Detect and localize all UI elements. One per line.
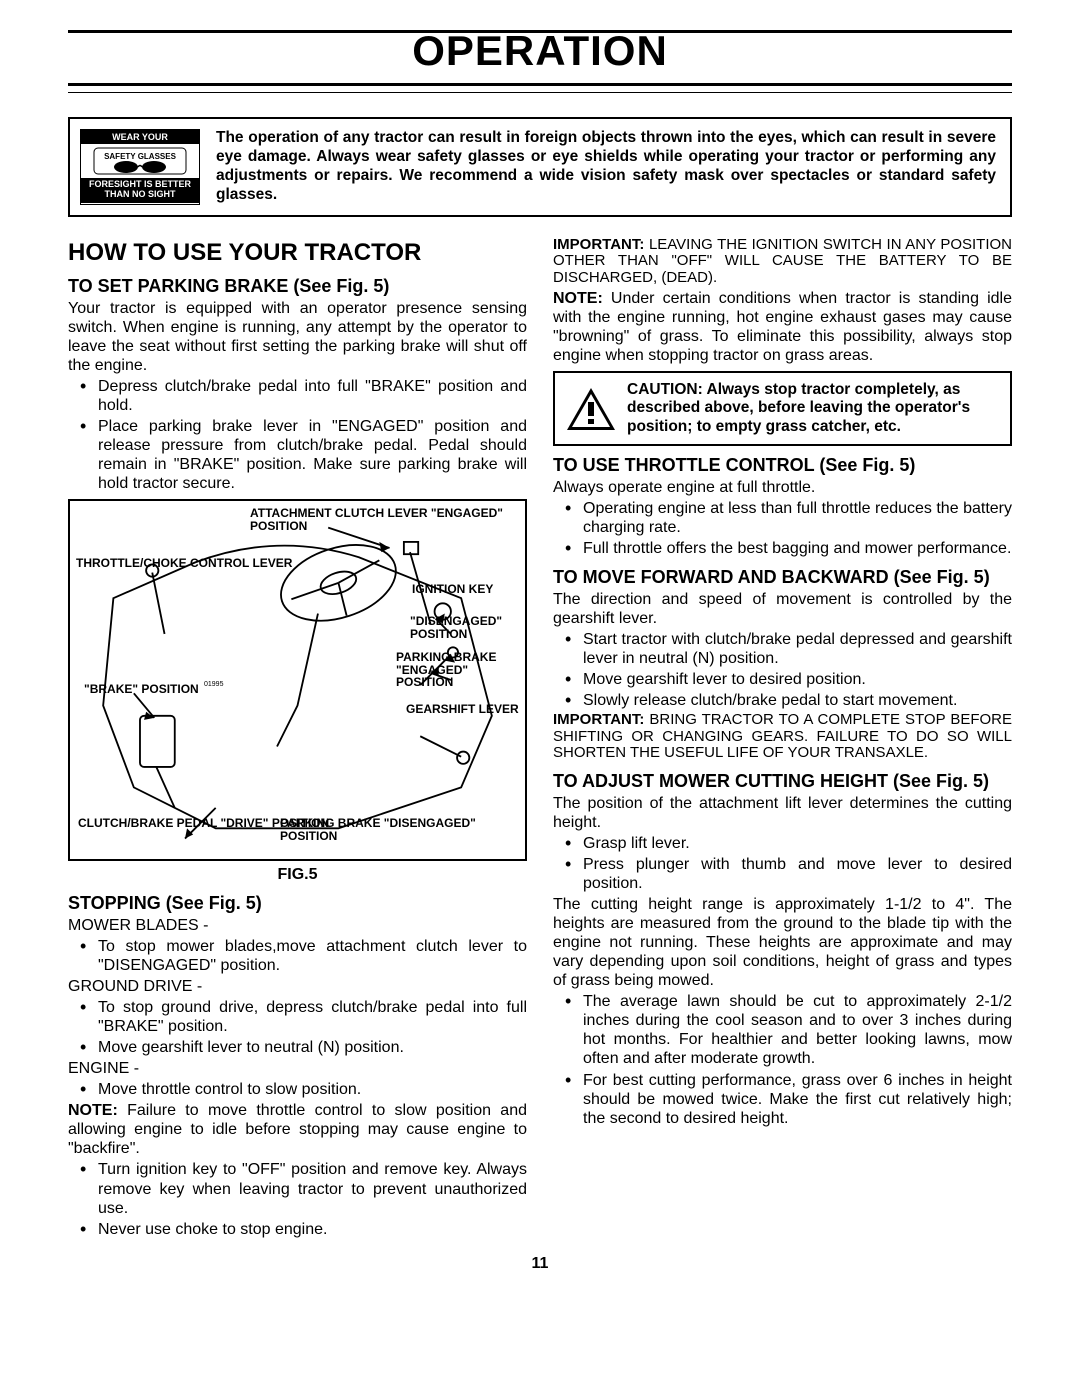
lbl-num: 01995	[204, 681, 223, 688]
cut-li2: Press plunger with thumb and move lever …	[553, 855, 1012, 893]
engine-li3: Never use choke to stop engine.	[68, 1220, 527, 1239]
note1-label: NOTE:	[553, 290, 603, 307]
lbl-diseng: "DISENGAGED" POSITION	[410, 615, 525, 640]
col-left: HOW TO USE YOUR TRACTOR TO SET PARKING B…	[68, 235, 527, 1241]
imp1: IMPORTANT: LEAVING THE IGNITION SWITCH I…	[553, 237, 1012, 287]
safety-text: The operation of any tractor can result …	[216, 129, 996, 205]
caution-text: CAUTION: Always stop tractor completely,…	[627, 381, 1000, 436]
h3-cut: TO ADJUST MOWER CUTTING HEIGHT (See Fig.…	[553, 772, 1012, 792]
imp2-label: IMPORTANT:	[553, 711, 644, 728]
cut-p2: The cutting height range is approximatel…	[553, 895, 1012, 990]
note1: NOTE: Under certain conditions when trac…	[553, 289, 1012, 365]
fig5-caption: FIG.5	[68, 865, 527, 884]
safety-box: WEAR YOUR SAFETY GLASSES FORESIGHT IS BE…	[68, 117, 1012, 217]
note1-text: Under certain conditions when tractor is…	[553, 290, 1012, 364]
lbl-gear: GEARSHIFT LEVER	[406, 703, 519, 716]
throttle-li2: Full throttle offers the best bagging an…	[553, 539, 1012, 558]
rule-thin	[68, 92, 1012, 93]
engine-h: ENGINE -	[68, 1059, 527, 1078]
ground-li1: To stop ground drive, depress clutch/bra…	[68, 998, 527, 1036]
lbl-pb-eng: PARKING BRAKE "ENGAGED" POSITION	[396, 651, 525, 689]
ground-h: GROUND DRIVE -	[68, 977, 527, 996]
mower-h: MOWER BLADES -	[68, 916, 527, 935]
park-p: Your tractor is equipped with an operato…	[68, 299, 527, 375]
park-list: Depress clutch/brake pedal into full "BR…	[68, 377, 527, 493]
stop-note-text: Failure to move throttle control to slow…	[68, 1102, 527, 1157]
figure-5: ATTACHMENT CLUTCH LEVER "ENGAGED" POSITI…	[68, 499, 527, 861]
columns: HOW TO USE YOUR TRACTOR TO SET PARKING B…	[68, 235, 1012, 1241]
move-li3: Slowly release clutch/brake pedal to sta…	[553, 691, 1012, 710]
lbl-attach: ATTACHMENT CLUTCH LEVER "ENGAGED" POSITI…	[250, 507, 525, 532]
svg-text:SAFETY GLASSES: SAFETY GLASSES	[104, 152, 177, 161]
cut-li1: Grasp lift lever.	[553, 834, 1012, 853]
h2-howto: HOW TO USE YOUR TRACTOR	[68, 239, 527, 268]
page-title: OPERATION	[68, 27, 1012, 75]
throttle-li1: Operating engine at less than full throt…	[553, 499, 1012, 537]
h3-move: TO MOVE FORWARD AND BACKWARD (See Fig. 5…	[553, 568, 1012, 588]
imp1-label: IMPORTANT:	[553, 236, 644, 253]
imp2: IMPORTANT: BRING TRACTOR TO A COMPLETE S…	[553, 712, 1012, 762]
move-li1: Start tractor with clutch/brake pedal de…	[553, 630, 1012, 668]
lbl-ignition: IGNITION KEY	[412, 583, 493, 596]
safety-glasses-badge: WEAR YOUR SAFETY GLASSES FORESIGHT IS BE…	[80, 129, 200, 205]
move-p: The direction and speed of movement is c…	[553, 590, 1012, 628]
badge-top: WEAR YOUR	[81, 130, 199, 144]
lbl-throttle: THROTTLE/CHOKE CONTROL LEVER	[76, 557, 292, 570]
cut-li3: The average lawn should be cut to approx…	[553, 992, 1012, 1068]
mower-li: To stop mower blades,move attachment clu…	[68, 937, 527, 975]
col-right: IMPORTANT: LEAVING THE IGNITION SWITCH I…	[553, 235, 1012, 1241]
badge-b2: THAN NO SIGHT	[105, 189, 176, 199]
lbl-pb-dis: PARKING BRAKE "DISENGAGED" POSITION	[280, 817, 525, 842]
cut-p: The position of the attachment lift leve…	[553, 794, 1012, 832]
move-li2: Move gearshift lever to desired position…	[553, 670, 1012, 689]
engine-li2: Turn ignition key to "OFF" position and …	[68, 1160, 527, 1217]
badge-b1: FORESIGHT IS BETTER	[89, 179, 191, 189]
park-li2: Place parking brake lever in "ENGAGED" p…	[68, 417, 527, 493]
engine-li1: Move throttle control to slow position.	[68, 1080, 527, 1099]
stop-note-label: NOTE:	[68, 1102, 118, 1119]
park-li1: Depress clutch/brake pedal into full "BR…	[68, 377, 527, 415]
glasses-icon: SAFETY GLASSES	[92, 144, 188, 178]
ground-li2: Move gearshift lever to neutral (N) posi…	[68, 1038, 527, 1057]
page-number: 11	[68, 1255, 1012, 1273]
h3-throttle: TO USE THROTTLE CONTROL (See Fig. 5)	[553, 456, 1012, 476]
throttle-p: Always operate engine at full throttle.	[553, 478, 1012, 497]
stop-note: NOTE: Failure to move throttle control t…	[68, 1101, 527, 1158]
badge-bottom: FORESIGHT IS BETTER THAN NO SIGHT	[81, 178, 199, 203]
caution-box: CAUTION: Always stop tractor completely,…	[553, 371, 1012, 446]
h3-stop: STOPPING (See Fig. 5)	[68, 894, 527, 914]
h3-park: TO SET PARKING BRAKE (See Fig. 5)	[68, 277, 527, 297]
cut-li4: For best cutting performance, grass over…	[553, 1071, 1012, 1128]
rule-mid	[68, 83, 1012, 86]
warning-icon	[565, 386, 617, 432]
lbl-brake: "BRAKE" POSITION	[84, 683, 199, 696]
